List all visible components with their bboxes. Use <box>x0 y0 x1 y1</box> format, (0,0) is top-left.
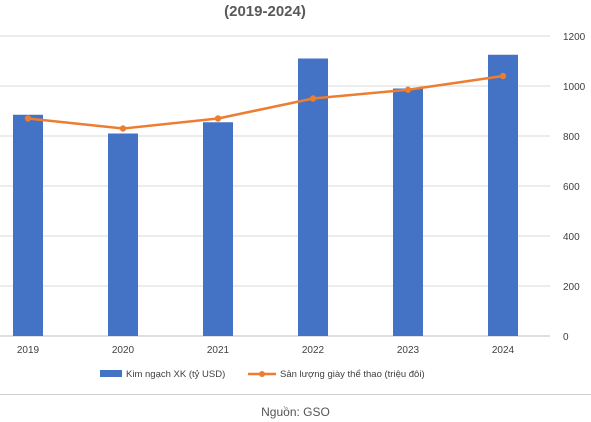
line-point-2021 <box>214 115 222 122</box>
y-tick-label: 200 <box>563 282 580 293</box>
legend-label-line: Sản lượng giày thể thao (triệu đôi) <box>280 369 425 380</box>
y-tick-label: 600 <box>563 182 580 193</box>
y-tick-label: 1200 <box>563 32 586 43</box>
legend-swatch-bar <box>100 370 122 377</box>
line-point-2023 <box>404 86 412 93</box>
bar-2023 <box>393 88 423 336</box>
line-point-2019 <box>24 115 32 122</box>
bar-2020 <box>108 133 138 336</box>
line-point-2024 <box>499 72 507 80</box>
x-tick-label: 2022 <box>302 345 325 356</box>
legend-label-bar: Kim ngạch XK (tỷ USD) <box>126 369 225 380</box>
bar-2024 <box>488 54 518 336</box>
chart-title: (2019-2024) <box>224 3 306 20</box>
y-tick-label: 400 <box>563 232 580 243</box>
bar-2022 <box>298 58 328 336</box>
y-tick-label: 1000 <box>563 82 586 93</box>
line-series <box>27 74 504 130</box>
x-tick-label: 2023 <box>397 345 420 356</box>
divider <box>0 394 591 395</box>
chart-svg: 0 200 400 600 800 1000 1200 2019 2020 2021 2022 202… <box>0 32 586 380</box>
x-tick-label: 2020 <box>112 345 135 356</box>
line-point-2020 <box>119 125 127 132</box>
y-tick-label: 0 <box>563 332 569 343</box>
legend-swatch-line-marker <box>259 371 265 377</box>
line-point-2022 <box>309 95 317 102</box>
bar-2021 <box>203 122 233 336</box>
x-tick-label: 2019 <box>17 345 40 356</box>
x-tick-label: 2021 <box>207 345 230 356</box>
bar-2019 <box>13 114 43 336</box>
source-note: Nguồn: GSO <box>261 405 330 419</box>
x-tick-label: 2024 <box>492 345 515 356</box>
y-tick-label: 800 <box>563 132 580 143</box>
